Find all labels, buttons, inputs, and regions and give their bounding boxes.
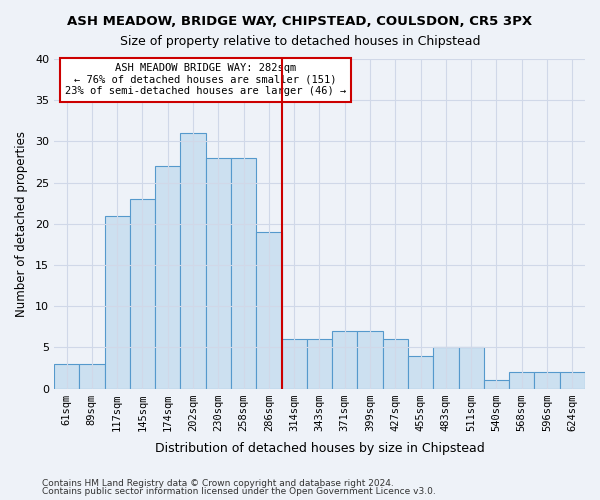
Text: ASH MEADOW, BRIDGE WAY, CHIPSTEAD, COULSDON, CR5 3PX: ASH MEADOW, BRIDGE WAY, CHIPSTEAD, COULS… [67,15,533,28]
Bar [256,232,281,388]
Bar [155,166,181,388]
Bar [231,158,256,388]
Bar [104,216,130,388]
Bar [484,380,509,388]
Bar [560,372,585,388]
Y-axis label: Number of detached properties: Number of detached properties [15,131,28,317]
Bar [130,199,155,388]
Bar [206,158,231,388]
Bar [332,331,358,388]
Bar [509,372,535,388]
Text: Contains public sector information licensed under the Open Government Licence v3: Contains public sector information licen… [42,487,436,496]
Bar [281,339,307,388]
Bar [535,372,560,388]
Bar [408,356,433,388]
Bar [79,364,104,388]
Text: Size of property relative to detached houses in Chipstead: Size of property relative to detached ho… [120,35,480,48]
Text: Contains HM Land Registry data © Crown copyright and database right 2024.: Contains HM Land Registry data © Crown c… [42,478,394,488]
Bar [181,133,206,388]
Text: ASH MEADOW BRIDGE WAY: 282sqm
← 76% of detached houses are smaller (151)
23% of : ASH MEADOW BRIDGE WAY: 282sqm ← 76% of d… [65,63,346,96]
X-axis label: Distribution of detached houses by size in Chipstead: Distribution of detached houses by size … [155,442,484,455]
Bar [458,348,484,389]
Bar [383,339,408,388]
Bar [358,331,383,388]
Bar [433,348,458,389]
Bar [54,364,79,388]
Bar [307,339,332,388]
